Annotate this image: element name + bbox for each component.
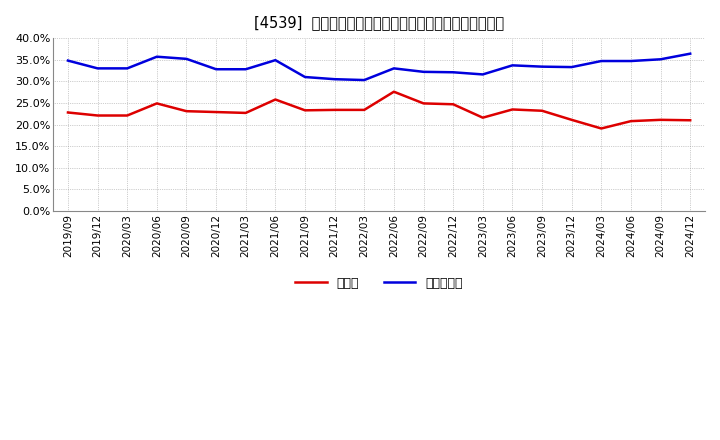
- 現頑金: [597, 126, 606, 131]
- 有利子負債: [597, 59, 606, 64]
- 現頑金: [656, 117, 665, 122]
- 現頑金: [271, 97, 279, 102]
- 有利子負債: [538, 64, 546, 69]
- Title: [4539]  現頑金、有利子負債の総資産に対する比率の推移: [4539] 現頑金、有利子負債の総資産に対する比率の推移: [254, 15, 504, 30]
- Legend: 現頑金, 有利子負債: 現頑金, 有利子負債: [290, 272, 468, 295]
- 現頑金: [94, 113, 102, 118]
- 有利子負債: [479, 72, 487, 77]
- 有利子負債: [508, 63, 517, 68]
- 有利子負債: [419, 69, 428, 74]
- 有利子負債: [686, 51, 695, 56]
- 有利子負債: [656, 57, 665, 62]
- 現頑金: [330, 107, 339, 113]
- 有利子負債: [182, 56, 191, 62]
- 現頑金: [63, 110, 72, 115]
- 現頑金: [626, 118, 635, 124]
- 現頑金: [212, 110, 220, 115]
- 有利子負債: [212, 66, 220, 72]
- 現頑金: [123, 113, 132, 118]
- 有利子負債: [449, 70, 457, 75]
- 有利子負債: [94, 66, 102, 71]
- 有利子負債: [153, 54, 161, 59]
- 現頑金: [419, 101, 428, 106]
- 有利子負債: [63, 58, 72, 63]
- 現頑金: [449, 102, 457, 107]
- 現頑金: [241, 110, 250, 116]
- 現頑金: [567, 117, 576, 122]
- 有利子負債: [567, 64, 576, 70]
- Line: 現頑金: 現頑金: [68, 92, 690, 128]
- 有利子負債: [626, 59, 635, 64]
- 有利子負債: [241, 66, 250, 72]
- 有利子負債: [123, 66, 132, 71]
- 有利子負債: [301, 74, 310, 80]
- 現頑金: [390, 89, 398, 94]
- 有利子負債: [390, 66, 398, 71]
- 現頑金: [538, 108, 546, 114]
- 現頑金: [301, 108, 310, 113]
- 現頑金: [686, 117, 695, 123]
- 有利子負債: [360, 77, 369, 83]
- 現頑金: [479, 115, 487, 120]
- Line: 有利子負債: 有利子負債: [68, 54, 690, 80]
- 有利子負債: [271, 58, 279, 63]
- 現頑金: [508, 107, 517, 112]
- 現頑金: [182, 109, 191, 114]
- 現頑金: [360, 107, 369, 113]
- 有利子負債: [330, 77, 339, 82]
- 現頑金: [153, 101, 161, 106]
